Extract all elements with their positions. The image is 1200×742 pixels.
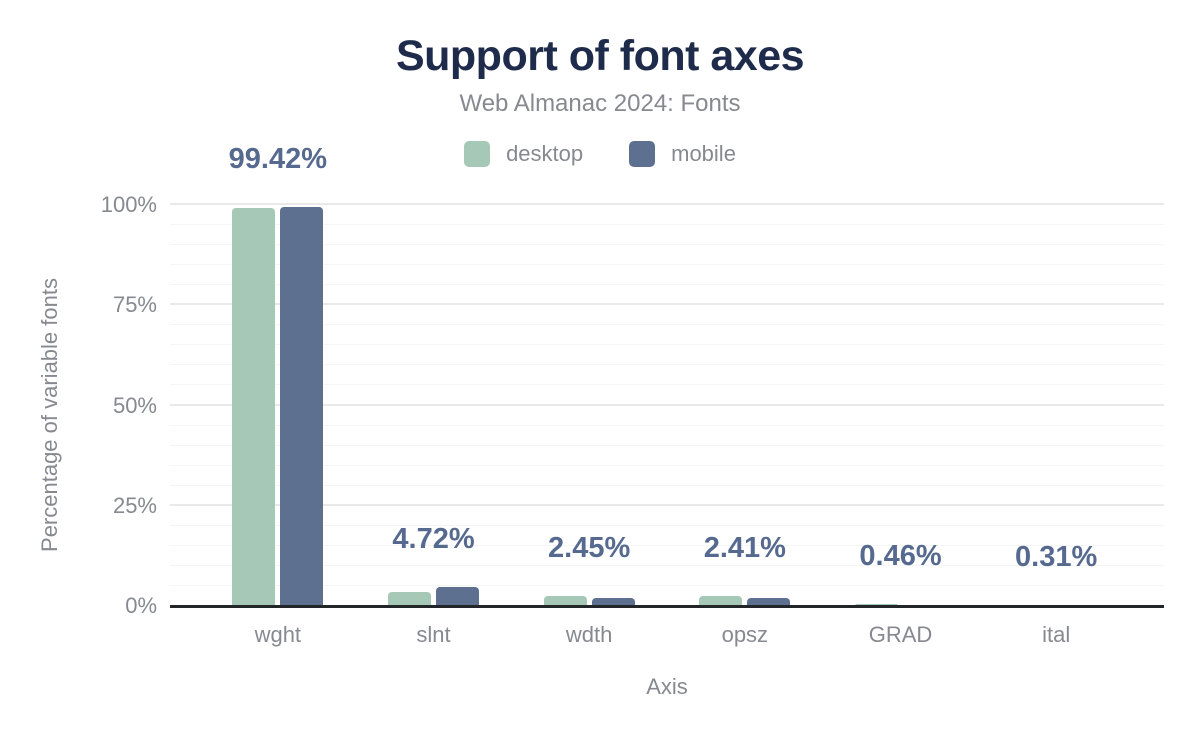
gridline-50: [170, 403, 1164, 406]
gridline-25: [170, 503, 1164, 506]
gridline-65: [170, 344, 1164, 346]
bar-desktop-wght: [232, 208, 276, 606]
bar-mobile-wdth: [591, 597, 635, 606]
y-tick-label-75: 75%: [112, 292, 157, 318]
value-label-slnt: 4.72%: [392, 523, 475, 556]
gridline-100: [170, 203, 1164, 205]
gridline-30: [170, 484, 1164, 486]
gridline-10: [170, 564, 1164, 566]
gridline-85: [170, 264, 1164, 266]
value-label-wght: 99.42%: [228, 143, 328, 176]
x-tick-label-opsz: opsz: [721, 622, 769, 647]
value-label-GRAD: 0.46%: [859, 540, 942, 573]
bar-group-wdth: [511, 205, 667, 606]
bar-desktop-wdth: [543, 596, 587, 606]
gridline-75: [170, 303, 1164, 306]
legend-item-mobile: mobile: [629, 141, 736, 167]
bar-group-wght: [200, 205, 356, 606]
y-tick-label-50: 50%: [112, 392, 157, 418]
gridline-80: [170, 284, 1164, 286]
gridline-35: [170, 464, 1164, 466]
bar-desktop-opsz: [699, 596, 743, 606]
bar-mobile-opsz: [747, 598, 791, 606]
gridline-55: [170, 384, 1164, 386]
legend-swatch-desktop: [464, 141, 491, 167]
value-label-opsz: 2.41%: [703, 532, 786, 565]
value-label-wdth: 2.45%: [548, 532, 631, 565]
x-axis-line: [170, 605, 1164, 608]
bar-mobile-slnt: [436, 587, 479, 606]
value-label-ital: 0.31%: [1015, 540, 1098, 573]
gridline-5: [170, 584, 1164, 586]
gridline-20: [170, 524, 1164, 526]
x-tick-label-GRAD: GRAD: [868, 622, 933, 647]
gridline-60: [170, 364, 1164, 366]
chart-title: Support of font axes: [395, 32, 805, 80]
bar-desktop-slnt: [388, 591, 431, 606]
gridline-45: [170, 424, 1164, 426]
gridline-70: [170, 324, 1164, 326]
legend-item-desktop: desktop: [464, 141, 583, 167]
legend: desktop mobile: [0, 141, 1200, 167]
x-tick-label-wdth: wdth: [565, 622, 613, 647]
y-tick-label-25: 25%: [112, 492, 157, 518]
x-tick-label-ital: ital: [1042, 622, 1071, 647]
x-axis-title: Axis: [646, 674, 688, 699]
x-tick-label-wght: wght: [254, 622, 302, 647]
gridline-15: [170, 544, 1164, 546]
bar-group-opsz: [667, 205, 823, 606]
plot-area: 99.42% wght 4.72% slnt 2.45% wdth 2.41% opsz 0.4…: [170, 144, 1164, 647]
bar-group-slnt: [356, 205, 512, 606]
legend-label: desktop: [506, 141, 584, 166]
legend-label: mobile: [671, 141, 736, 166]
bars-row: [170, 205, 1164, 606]
gridline-40: [170, 444, 1164, 446]
x-tick-label-slnt: slnt: [416, 622, 451, 647]
gridline-90: [170, 244, 1164, 246]
bar-mobile-wght: [280, 207, 324, 606]
gridline-95: [170, 224, 1164, 226]
chart-subtitle: Web Almanac 2024: Fonts: [459, 90, 741, 117]
legend-swatch-mobile: [629, 141, 656, 167]
y-tick-label-0: 0%: [125, 593, 157, 618]
y-tick-label-100: 100%: [100, 192, 157, 217]
